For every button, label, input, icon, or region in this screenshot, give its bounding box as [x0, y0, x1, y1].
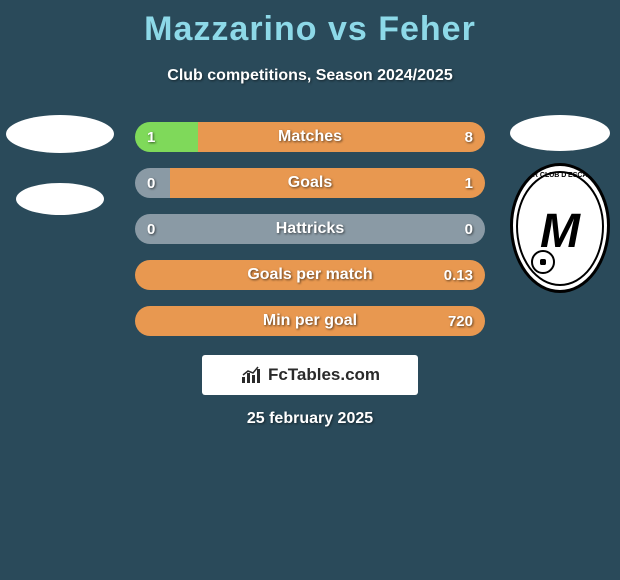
- brand-badge: FcTables.com: [202, 355, 418, 395]
- club-shield: ER CLUB D'ESCAL M: [510, 163, 610, 293]
- stat-row-gpm: Goals per match 0.13: [135, 260, 485, 290]
- stat-value-right: 0: [465, 221, 473, 238]
- stat-value-right: 720: [448, 313, 473, 330]
- stat-row-goals: 0 Goals 1: [135, 168, 485, 198]
- left-logo-ellipse-2: [16, 183, 104, 215]
- stat-value-right: 1: [465, 175, 473, 192]
- stat-label: Goals: [135, 174, 485, 192]
- right-team-logo: ER CLUB D'ESCAL M: [500, 115, 620, 293]
- stats-container: 1 Matches 8 0 Goals 1 0 Hattricks 0 Goal…: [135, 122, 485, 336]
- left-team-logo: [5, 115, 115, 215]
- page-title: Mazzarino vs Feher: [0, 0, 620, 49]
- shield-top-text: ER CLUB D'ESCAL: [528, 172, 592, 179]
- right-logo-ellipse: [510, 115, 610, 151]
- stat-row-mpg: Min per goal 720: [135, 306, 485, 336]
- date-text: 25 february 2025: [0, 410, 620, 428]
- stat-label: Hattricks: [135, 220, 485, 238]
- brand-text: FcTables.com: [268, 365, 380, 385]
- stat-value-right: 8: [465, 129, 473, 146]
- subtitle: Club competitions, Season 2024/2025: [0, 67, 620, 85]
- stat-row-matches: 1 Matches 8: [135, 122, 485, 152]
- stat-value-right: 0.13: [444, 267, 473, 284]
- shield-ball-icon: [531, 250, 555, 274]
- brand-chart-icon: [240, 365, 264, 385]
- stat-label: Min per goal: [135, 312, 485, 330]
- stat-label: Matches: [135, 128, 485, 146]
- stat-row-hattricks: 0 Hattricks 0: [135, 214, 485, 244]
- stat-label: Goals per match: [135, 266, 485, 284]
- left-logo-ellipse-1: [6, 115, 114, 153]
